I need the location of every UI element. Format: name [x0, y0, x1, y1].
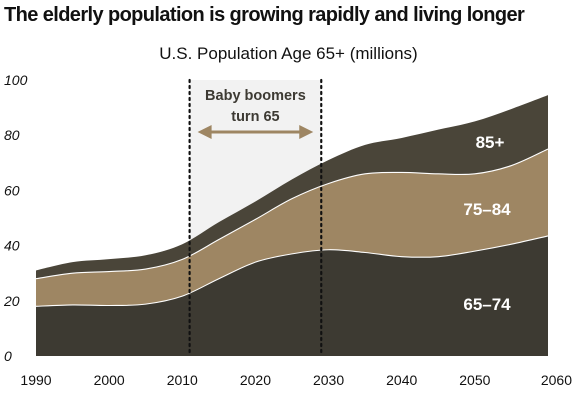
- boundary-65-74: [35, 235, 549, 307]
- y-tick-label: 100: [4, 72, 28, 88]
- stacked-areas: [35, 95, 549, 356]
- y-tick-label: 20: [3, 293, 20, 309]
- y-tick-label: 60: [4, 182, 20, 198]
- area-labels: 65–74 75–84 85+: [463, 133, 511, 314]
- x-tick-label: 2010: [167, 372, 198, 388]
- y-tick-label: 0: [4, 348, 12, 364]
- arrow-head-right: [299, 125, 314, 139]
- x-tick-label: 1990: [20, 372, 51, 388]
- annotation-line-2: turn 65: [231, 109, 279, 125]
- annotation-line-1: Baby boomers: [205, 88, 306, 104]
- boundary-75-84: [35, 148, 549, 280]
- x-tick-label: 2000: [94, 372, 125, 388]
- area-85-plus: [36, 95, 548, 279]
- x-tick-label: 2040: [386, 372, 417, 388]
- arrow-head-left: [197, 125, 212, 139]
- chart-title: The elderly population is growing rapidl…: [4, 4, 525, 26]
- chart-subtitle: U.S. Population Age 65+ (millions): [159, 44, 418, 63]
- area-label-65-74: 65–74: [463, 295, 511, 314]
- y-tick-label: 40: [4, 238, 20, 254]
- boomer-span-arrow: [197, 125, 314, 139]
- x-tick-label: 2030: [313, 372, 344, 388]
- x-tick-label: 2020: [240, 372, 271, 388]
- y-axis-ticks: 0 20 40 60 80 100: [3, 72, 28, 364]
- x-tick-label: 2050: [459, 372, 490, 388]
- area-75-84: [36, 149, 548, 307]
- area-65-74: [36, 235, 548, 356]
- x-axis-ticks: 1990 2000 2010 2020 2030 2040 2050 2060: [20, 372, 572, 388]
- area-label-85-plus: 85+: [476, 133, 505, 152]
- y-tick-label: 80: [4, 127, 20, 143]
- x-tick-label: 2060: [541, 372, 572, 388]
- area-label-75-84: 75–84: [463, 200, 511, 219]
